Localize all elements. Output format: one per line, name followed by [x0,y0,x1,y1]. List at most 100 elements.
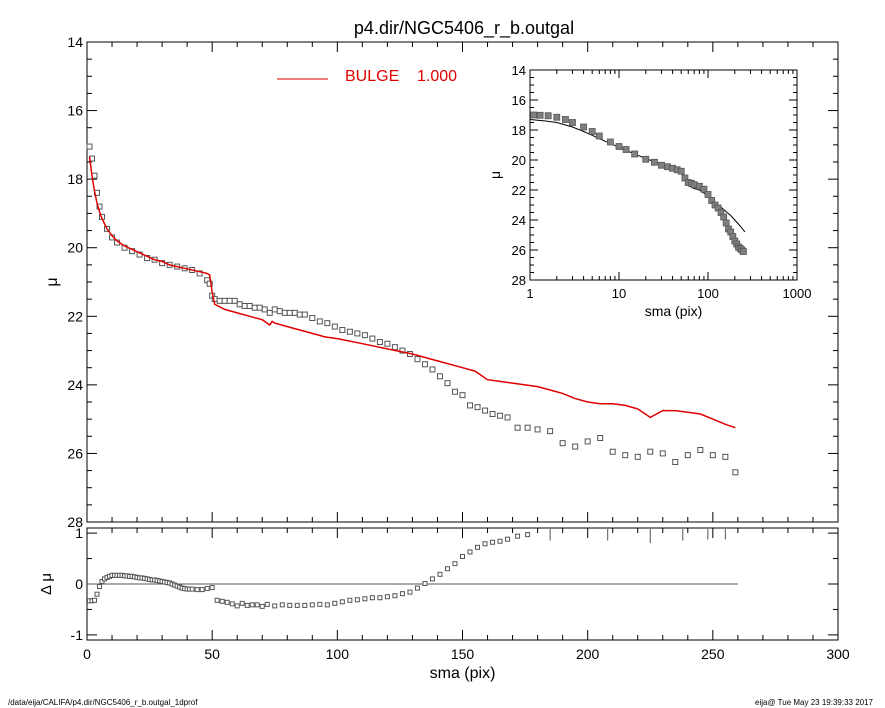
data-point [584,438,591,445]
inset-panel: 14 16 18 20 22 24 26 281 10 100 1000 sma (pix) μ [487,63,811,319]
residual-point [234,603,240,609]
inset-data-point [677,167,685,175]
residual-point [452,561,458,567]
residual-point [525,532,531,538]
data-point [376,339,383,345]
data-point [391,344,398,351]
legend: BULGE 1.000 [277,68,457,85]
inset-data-point [569,119,576,126]
residual-point [392,593,398,599]
inset-data-point [722,219,730,227]
inset-data-point [562,116,569,123]
inset-y-tick-label: 18 [512,123,526,138]
data-point [504,414,511,421]
inset-frame [529,69,798,281]
data-point [271,306,278,313]
data-point [609,448,616,455]
data-point [276,308,283,315]
residual-point [209,585,215,591]
data-point [672,459,679,465]
data-point [497,412,504,419]
residual-point [214,597,220,603]
main-y-tick-label: 26 [67,445,83,461]
inset-x-tick-label: 1 [526,286,533,301]
residual-point [369,595,375,601]
inset-data-point [615,143,623,150]
residual-point [272,603,278,609]
residual-point [244,602,250,608]
legend-label: BULGE [345,68,399,85]
inset-data-point [622,146,630,153]
data-point [429,366,436,373]
data-point [246,303,253,309]
residual-point [515,533,521,539]
residual-point [444,566,450,572]
data-point [266,309,273,316]
residual-y-tick-label: -1 [71,627,84,643]
data-point [514,424,521,431]
data-point [467,402,474,409]
residual-point [189,586,195,592]
data-point [324,320,331,327]
residual-point [339,599,345,605]
data-point [399,347,406,354]
x-tick-label: 300 [826,646,850,662]
data-point [301,311,308,318]
data-point [489,411,496,417]
inset-data-point [651,158,658,166]
inset-data-point [642,155,650,163]
data-point [346,328,353,335]
residual-y-tick-label: 0 [75,576,83,592]
main-y-tick-label: 20 [67,240,83,256]
data-point [241,303,248,309]
data-point [206,280,213,287]
residual-point [309,602,315,608]
residual-point [287,602,293,608]
data-point [256,304,263,311]
x-tick-label: 0 [83,646,91,662]
residual-y-axis-label: Δ μ [38,573,55,595]
residual-point [354,597,360,603]
data-point [622,452,629,459]
residual-point [97,584,103,590]
data-point [659,450,666,457]
inset-data-point [704,191,712,198]
data-point [697,447,704,453]
footer-timestamp: eija@ Tue May 23 19:39:33 2017 [755,698,873,707]
main-y-tick-label: 18 [67,171,83,187]
residual-point [332,600,338,606]
residual-point [377,595,383,601]
residual-panel: -1 0 1 0 50 100 150 200 250 300 sma (pix) Δ μ [38,525,850,682]
residual-point [362,596,368,602]
data-point [534,426,541,433]
data-point [231,297,238,304]
x-tick-label: 200 [576,646,600,662]
inset-y-tick-label: 28 [512,273,526,288]
residual-point [399,591,405,597]
residual-point [92,597,98,603]
residual-point [429,576,435,582]
main-y-tick-label: 16 [67,103,83,119]
x-tick-label: 250 [701,646,725,662]
inset-y-tick-label: 14 [512,63,526,78]
residual-point [219,598,225,604]
inset-data-point [606,138,614,146]
data-point [474,404,481,411]
inset-data-point [631,150,639,158]
residual-point [94,591,100,597]
residual-point [249,602,255,608]
data-point [547,428,554,435]
data-point [291,309,298,316]
residual-point [204,586,210,592]
data-point [451,388,458,395]
inset-y-tick-label: 26 [512,243,526,258]
residual-point [384,594,390,600]
inset-data-point [553,113,561,121]
residual-point [264,601,270,607]
inset-data-point [720,213,728,221]
x-tick-label: 50 [204,646,220,662]
inset-data-point [536,111,544,119]
residual-point [414,585,420,591]
inset-y-tick-label: 22 [512,183,526,198]
residual-point [99,578,105,584]
